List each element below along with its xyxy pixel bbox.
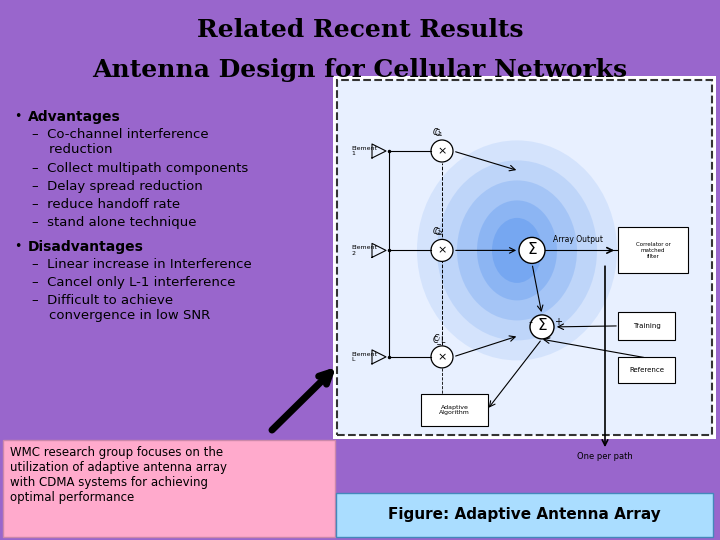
Text: ×: × — [437, 146, 446, 156]
Text: Figure: Adaptive Antenna Array: Figure: Adaptive Antenna Array — [388, 508, 661, 523]
Circle shape — [431, 346, 453, 368]
FancyBboxPatch shape — [421, 394, 488, 426]
Text: Disadvantages: Disadvantages — [28, 240, 144, 254]
Ellipse shape — [457, 180, 577, 320]
Text: –  Delay spread reduction: – Delay spread reduction — [32, 180, 203, 193]
Text: +: + — [554, 317, 562, 327]
Text: •: • — [14, 110, 22, 123]
Ellipse shape — [437, 160, 597, 340]
Text: C₁: C₁ — [433, 128, 441, 137]
Text: Reference: Reference — [629, 367, 664, 373]
Text: Antenna Design for Cellular Networks: Antenna Design for Cellular Networks — [92, 58, 628, 82]
Circle shape — [530, 315, 554, 339]
Text: •: • — [14, 240, 22, 253]
Text: ×: × — [437, 245, 446, 255]
Ellipse shape — [417, 140, 617, 360]
Ellipse shape — [492, 218, 542, 283]
Text: C₂: C₂ — [435, 228, 444, 238]
Text: Element
2: Element 2 — [351, 245, 377, 256]
FancyBboxPatch shape — [337, 80, 712, 435]
FancyBboxPatch shape — [333, 76, 716, 439]
Text: Related Recent Results: Related Recent Results — [197, 18, 523, 42]
Text: Training: Training — [633, 323, 660, 329]
Text: -: - — [528, 317, 532, 327]
Text: WMC research group focuses on the
utilization of adaptive antenna array
with CDM: WMC research group focuses on the utiliz… — [10, 446, 227, 504]
Text: C₂: C₂ — [433, 227, 441, 237]
Text: –  Co-channel interference
    reduction: – Co-channel interference reduction — [32, 128, 209, 156]
Text: One per path: One per path — [577, 452, 633, 461]
Circle shape — [431, 239, 453, 261]
Text: Array Output: Array Output — [553, 235, 603, 245]
FancyBboxPatch shape — [618, 312, 675, 340]
Ellipse shape — [477, 200, 557, 300]
FancyBboxPatch shape — [618, 227, 688, 273]
Text: –  Difficult to achieve
    convergence in low SNR: – Difficult to achieve convergence in lo… — [32, 294, 210, 322]
Text: Σ: Σ — [527, 242, 537, 257]
FancyBboxPatch shape — [3, 440, 335, 537]
Text: Element
L: Element L — [351, 352, 377, 362]
Text: ×: × — [437, 352, 446, 362]
Text: Correlator or
matched
filter: Correlator or matched filter — [636, 242, 670, 259]
Text: –  Cancel only L-1 interference: – Cancel only L-1 interference — [32, 276, 235, 289]
Text: Cₗ: Cₗ — [433, 334, 441, 343]
FancyBboxPatch shape — [618, 357, 675, 383]
Text: –  reduce handoff rate: – reduce handoff rate — [32, 198, 180, 211]
Text: Advantages: Advantages — [28, 110, 121, 124]
Circle shape — [431, 140, 453, 162]
Text: –  stand alone technique: – stand alone technique — [32, 216, 197, 229]
Text: C₁: C₁ — [435, 129, 443, 138]
Text: C_L: C_L — [432, 335, 446, 344]
Text: Σ: Σ — [537, 319, 546, 333]
Circle shape — [519, 238, 545, 264]
FancyBboxPatch shape — [336, 493, 713, 537]
Text: Element
1: Element 1 — [351, 146, 377, 157]
Text: Adaptive
Algorithm: Adaptive Algorithm — [439, 404, 470, 415]
Text: –  Collect multipath components: – Collect multipath components — [32, 162, 248, 175]
Text: –  Linear increase in Interference: – Linear increase in Interference — [32, 258, 252, 271]
